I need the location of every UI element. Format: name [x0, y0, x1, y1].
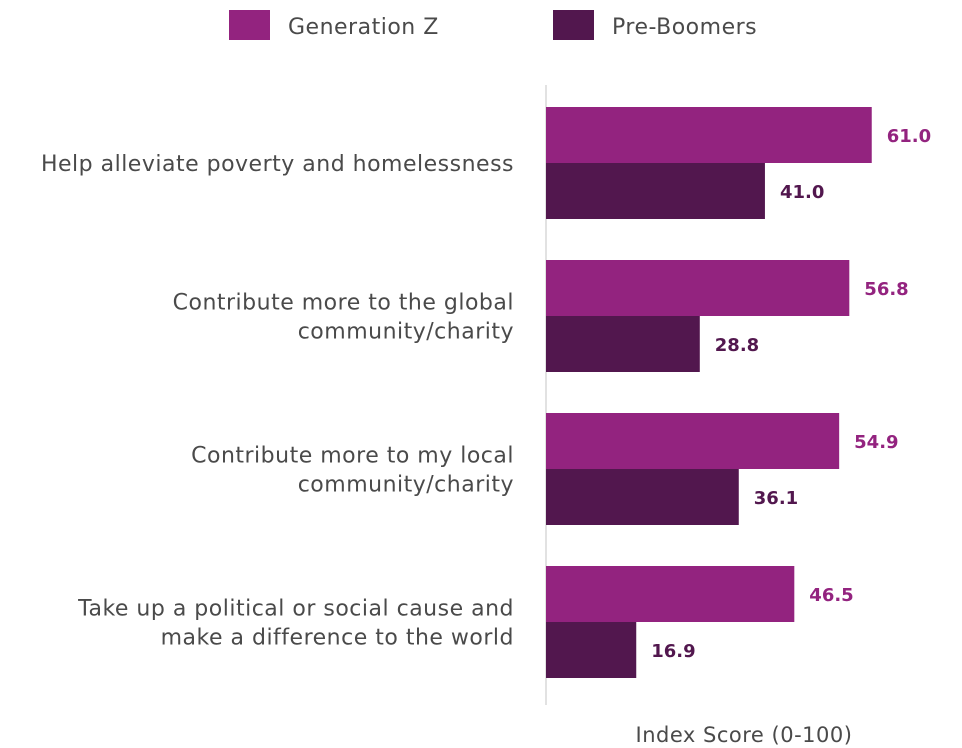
- bar-gen-z-1: [546, 107, 872, 163]
- value-labels: 61.0 41.0 56.8 28.8 54.9 36.1 46.5 16.9: [651, 126, 931, 662]
- legend-label-2: Pre-Boomers: [612, 15, 757, 40]
- value-label-gen-z-4: 46.5: [809, 585, 853, 606]
- x-axis-title: Index Score (0-100): [636, 723, 853, 747]
- bar-gen-z-3: [546, 413, 840, 469]
- category-label-1: Help alleviate poverty and homelessness: [41, 152, 514, 177]
- legend: Generation Z Pre-Boomers: [229, 10, 757, 40]
- bar-pre-boomers-3: [546, 469, 739, 525]
- bar-gen-z-2: [546, 260, 850, 316]
- bar-pre-boomers-4: [546, 622, 637, 678]
- category-label-3: Contribute more to my local community/cha…: [191, 444, 514, 498]
- value-label-gen-z-1: 61.0: [887, 126, 931, 147]
- category-label-4: Take up a political or social cause and m…: [77, 597, 514, 651]
- value-label-pre-boomers-4: 16.9: [651, 641, 695, 662]
- value-label-pre-boomers-3: 36.1: [754, 488, 798, 509]
- value-label-pre-boomers-1: 41.0: [780, 182, 824, 203]
- value-label-gen-z-3: 54.9: [854, 432, 898, 453]
- bar-gen-z-4: [546, 566, 795, 622]
- category-labels: Help alleviate poverty and homelessness C…: [41, 152, 514, 651]
- bar-pre-boomers-2: [546, 316, 700, 372]
- bars: [546, 107, 872, 678]
- value-label-pre-boomers-2: 28.8: [715, 335, 759, 356]
- bar-pre-boomers-1: [546, 163, 765, 219]
- legend-swatch-1: [229, 10, 270, 40]
- legend-label-1: Generation Z: [288, 15, 439, 40]
- legend-swatch-2: [553, 10, 594, 40]
- category-label-2: Contribute more to the global community/c…: [173, 291, 514, 345]
- value-label-gen-z-2: 56.8: [864, 279, 908, 300]
